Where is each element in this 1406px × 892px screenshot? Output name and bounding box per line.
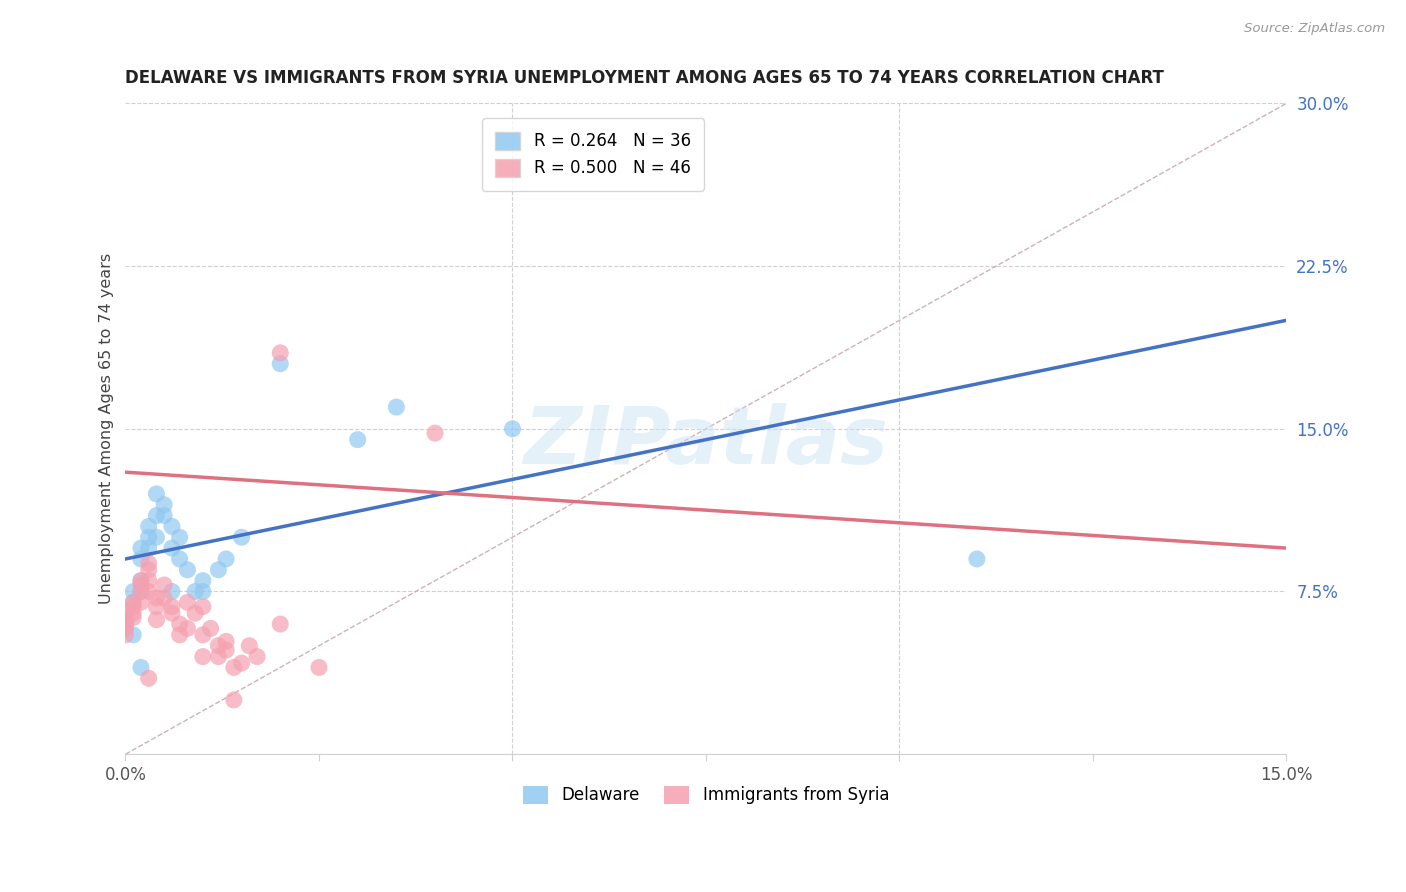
- Point: [207, 639, 229, 653]
- Point: [966, 552, 988, 566]
- Point: [176, 621, 198, 635]
- Point: [176, 563, 198, 577]
- Point: [423, 426, 446, 441]
- Point: [231, 656, 253, 670]
- Point: [122, 599, 145, 614]
- Point: [169, 530, 191, 544]
- Point: [138, 584, 160, 599]
- Point: [122, 606, 145, 620]
- Point: [129, 584, 152, 599]
- Point: [207, 563, 229, 577]
- Point: [122, 610, 145, 624]
- Point: [160, 606, 183, 620]
- Point: [129, 574, 152, 588]
- Point: [138, 671, 160, 685]
- Point: [215, 552, 238, 566]
- Point: [160, 584, 183, 599]
- Point: [129, 595, 152, 609]
- Y-axis label: Unemployment Among Ages 65 to 74 years: Unemployment Among Ages 65 to 74 years: [100, 253, 114, 605]
- Point: [145, 591, 167, 605]
- Point: [200, 621, 222, 635]
- Point: [122, 628, 145, 642]
- Text: ZIPatlas: ZIPatlas: [523, 403, 889, 481]
- Point: [138, 541, 160, 555]
- Point: [138, 556, 160, 570]
- Point: [501, 422, 523, 436]
- Point: [269, 617, 291, 632]
- Point: [222, 660, 245, 674]
- Point: [246, 649, 269, 664]
- Point: [122, 584, 145, 599]
- Point: [129, 660, 152, 674]
- Point: [222, 693, 245, 707]
- Point: [122, 595, 145, 609]
- Point: [114, 613, 136, 627]
- Point: [145, 487, 167, 501]
- Point: [238, 639, 260, 653]
- Point: [160, 519, 183, 533]
- Point: [191, 584, 214, 599]
- Point: [191, 628, 214, 642]
- Point: [145, 613, 167, 627]
- Point: [184, 584, 207, 599]
- Point: [122, 595, 145, 609]
- Point: [145, 599, 167, 614]
- Point: [114, 621, 136, 635]
- Point: [184, 606, 207, 620]
- Point: [231, 530, 253, 544]
- Point: [145, 530, 167, 544]
- Point: [191, 599, 214, 614]
- Point: [114, 621, 136, 635]
- Point: [176, 595, 198, 609]
- Text: DELAWARE VS IMMIGRANTS FROM SYRIA UNEMPLOYMENT AMONG AGES 65 TO 74 YEARS CORRELA: DELAWARE VS IMMIGRANTS FROM SYRIA UNEMPL…: [125, 69, 1164, 87]
- Point: [169, 628, 191, 642]
- Point: [114, 617, 136, 632]
- Point: [160, 599, 183, 614]
- Point: [269, 346, 291, 360]
- Point: [129, 584, 152, 599]
- Point: [138, 563, 160, 577]
- Point: [114, 617, 136, 632]
- Point: [207, 649, 229, 664]
- Point: [169, 617, 191, 632]
- Point: [129, 578, 152, 592]
- Point: [153, 591, 176, 605]
- Point: [114, 606, 136, 620]
- Point: [145, 508, 167, 523]
- Point: [129, 541, 152, 555]
- Point: [191, 574, 214, 588]
- Point: [169, 552, 191, 566]
- Point: [215, 634, 238, 648]
- Point: [269, 357, 291, 371]
- Point: [385, 400, 408, 414]
- Point: [160, 541, 183, 555]
- Point: [138, 530, 160, 544]
- Point: [129, 552, 152, 566]
- Point: [153, 578, 176, 592]
- Legend: Delaware, Immigrants from Syria: Delaware, Immigrants from Syria: [516, 779, 896, 811]
- Text: Source: ZipAtlas.com: Source: ZipAtlas.com: [1244, 22, 1385, 36]
- Point: [114, 628, 136, 642]
- Point: [138, 574, 160, 588]
- Point: [129, 574, 152, 588]
- Point: [346, 433, 368, 447]
- Point: [138, 519, 160, 533]
- Point: [308, 660, 330, 674]
- Point: [215, 643, 238, 657]
- Point: [191, 649, 214, 664]
- Point: [153, 498, 176, 512]
- Point: [153, 508, 176, 523]
